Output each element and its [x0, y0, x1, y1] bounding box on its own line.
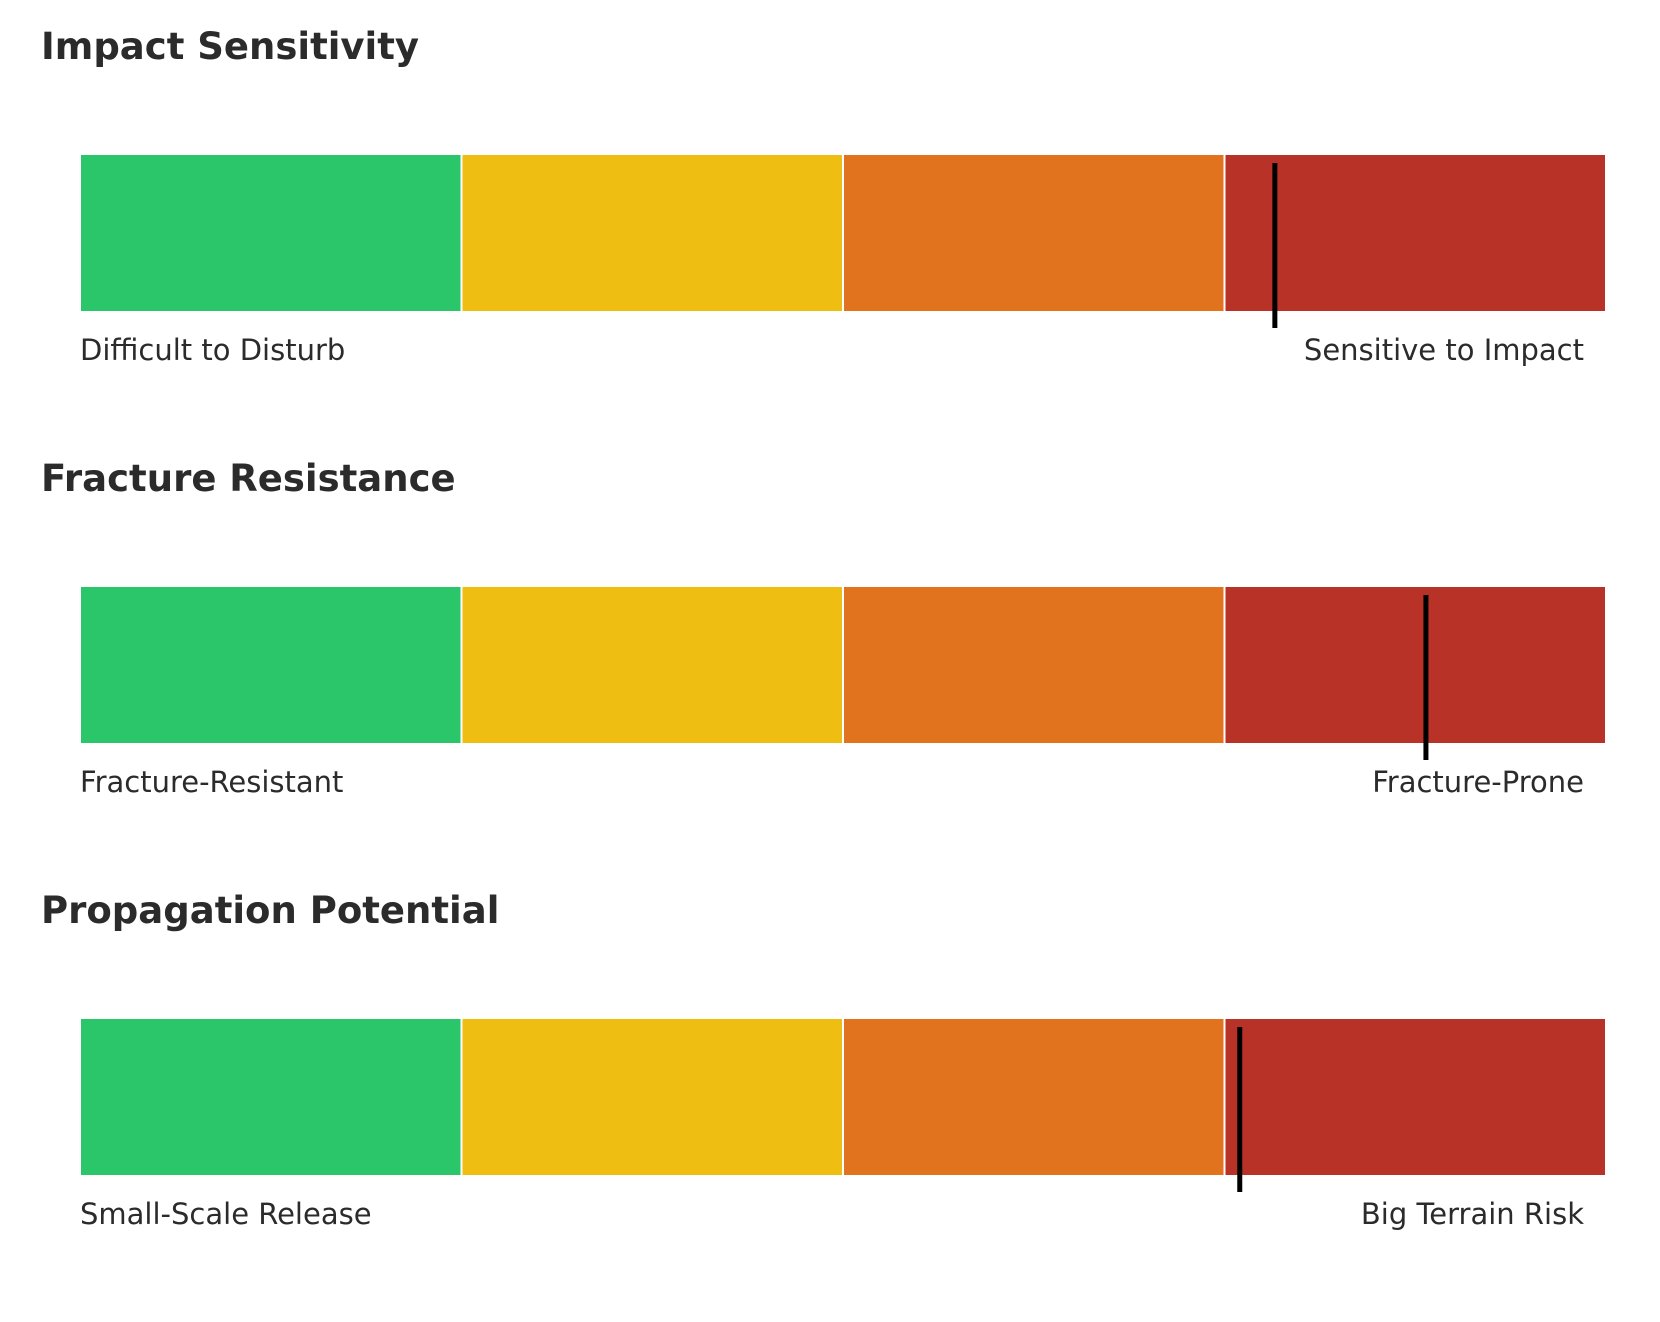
segment-low: [79, 153, 463, 313]
scale-low-label: Fracture-Resistant: [80, 765, 344, 799]
scale-bar: [79, 585, 1607, 760]
segment-low: [79, 585, 463, 745]
scale-title: Impact Sensitivity: [41, 25, 420, 68]
scale-high-label: Sensitive to Impact: [1303, 333, 1584, 367]
segment-high: [1223, 585, 1607, 745]
segment-moderate: [460, 585, 844, 745]
segment-high: [1223, 1017, 1607, 1177]
scale-low-label: Small-Scale Release: [80, 1197, 372, 1231]
scale-propagation-potential: Propagation Potential Small-Scale Releas…: [0, 892, 1660, 1322]
segment-considerable: [842, 1017, 1226, 1177]
scale-high-label: Fracture-Prone: [1372, 765, 1584, 799]
scale-fracture-resistance: Fracture Resistance Fracture-Resistant F…: [0, 460, 1660, 890]
segment-moderate: [460, 1017, 844, 1177]
segment-high: [1223, 153, 1607, 313]
scale-low-label: Difficult to Disturb: [80, 333, 346, 367]
scale-bar: [79, 1017, 1607, 1192]
scale-title: Fracture Resistance: [41, 457, 456, 500]
scale-title: Propagation Potential: [41, 889, 500, 932]
segment-low: [79, 1017, 463, 1177]
scale-impact-sensitivity: Impact Sensitivity Difficult to Disturb …: [0, 28, 1660, 458]
segment-moderate: [460, 153, 844, 313]
scale-bar: [79, 153, 1607, 328]
segment-considerable: [842, 153, 1226, 313]
scale-high-label: Big Terrain Risk: [1360, 1197, 1584, 1231]
segment-considerable: [842, 585, 1226, 745]
